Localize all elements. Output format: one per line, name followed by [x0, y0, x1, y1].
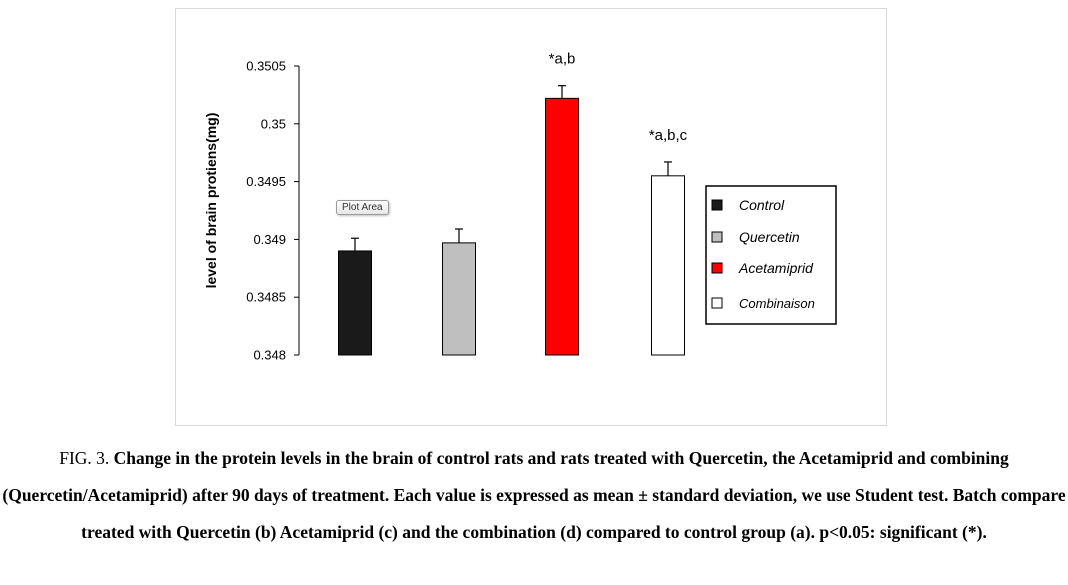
legend-box	[705, 185, 837, 325]
plot-area-tooltip: Plot Area	[336, 200, 389, 215]
legend-swatch-quercetin	[711, 231, 723, 243]
y-tick-label: 0.3485	[246, 290, 286, 305]
legend-label-acetamiprid: Acetamiprid	[738, 260, 814, 276]
y-tick-label: 0.3495	[246, 174, 286, 189]
bar-annotation: *a,b	[549, 51, 576, 68]
legend-label-combinaison: Combinaison	[739, 296, 815, 311]
legend-swatch-combinaison	[711, 297, 723, 309]
y-tick-label: 0.349	[253, 232, 286, 247]
y-tick-label: 0.348	[253, 348, 286, 363]
caption-label: FIG. 3.	[59, 448, 110, 468]
bar-chart: 0.348 0.3485 0.349 0.3495 0.35 0.3505 level of…	[203, 51, 837, 363]
y-tick-label: 0.35	[261, 116, 286, 131]
legend-swatch-control	[711, 199, 723, 211]
legend-swatch-acetamiprid	[711, 262, 723, 274]
caption-text: Change in the protein levels in the brai…	[2, 448, 1066, 542]
bar-control	[338, 250, 372, 356]
figure-caption: FIG. 3. Change in the protein levels in …	[0, 440, 1068, 551]
legend: Control Quercetin Acetamiprid Combinaison	[705, 185, 837, 325]
bar-combinaison	[651, 175, 685, 356]
y-tick-label: 0.3505	[246, 59, 286, 74]
legend-label-quercetin: Quercetin	[739, 229, 800, 245]
legend-label-control: Control	[739, 197, 785, 213]
y-axis: 0.348 0.3485 0.349 0.3495 0.35 0.3505 level of…	[203, 59, 300, 363]
bars: *a,b *a,b,c	[338, 51, 688, 356]
y-axis-label: level of brain protiens(mg)	[203, 113, 219, 289]
bar-acetamiprid	[545, 97, 579, 356]
bar-quercetin	[442, 242, 476, 356]
bar-annotation: *a,b,c	[649, 127, 688, 144]
